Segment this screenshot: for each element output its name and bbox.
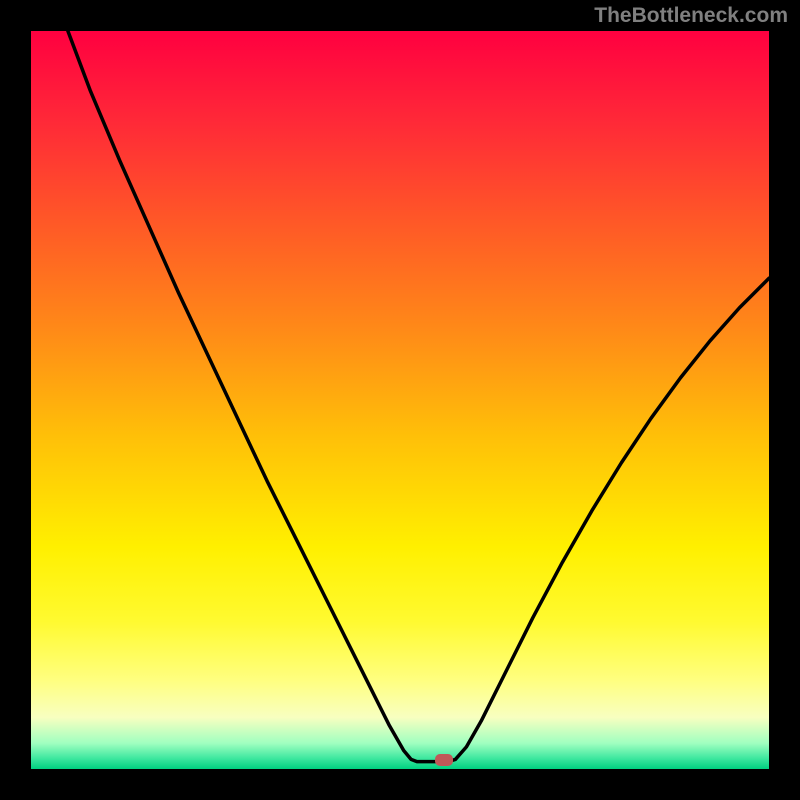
optimum-marker <box>435 754 453 766</box>
plot-area <box>31 31 769 769</box>
gradient-background <box>31 31 769 769</box>
attribution-text: TheBottleneck.com <box>594 4 788 28</box>
